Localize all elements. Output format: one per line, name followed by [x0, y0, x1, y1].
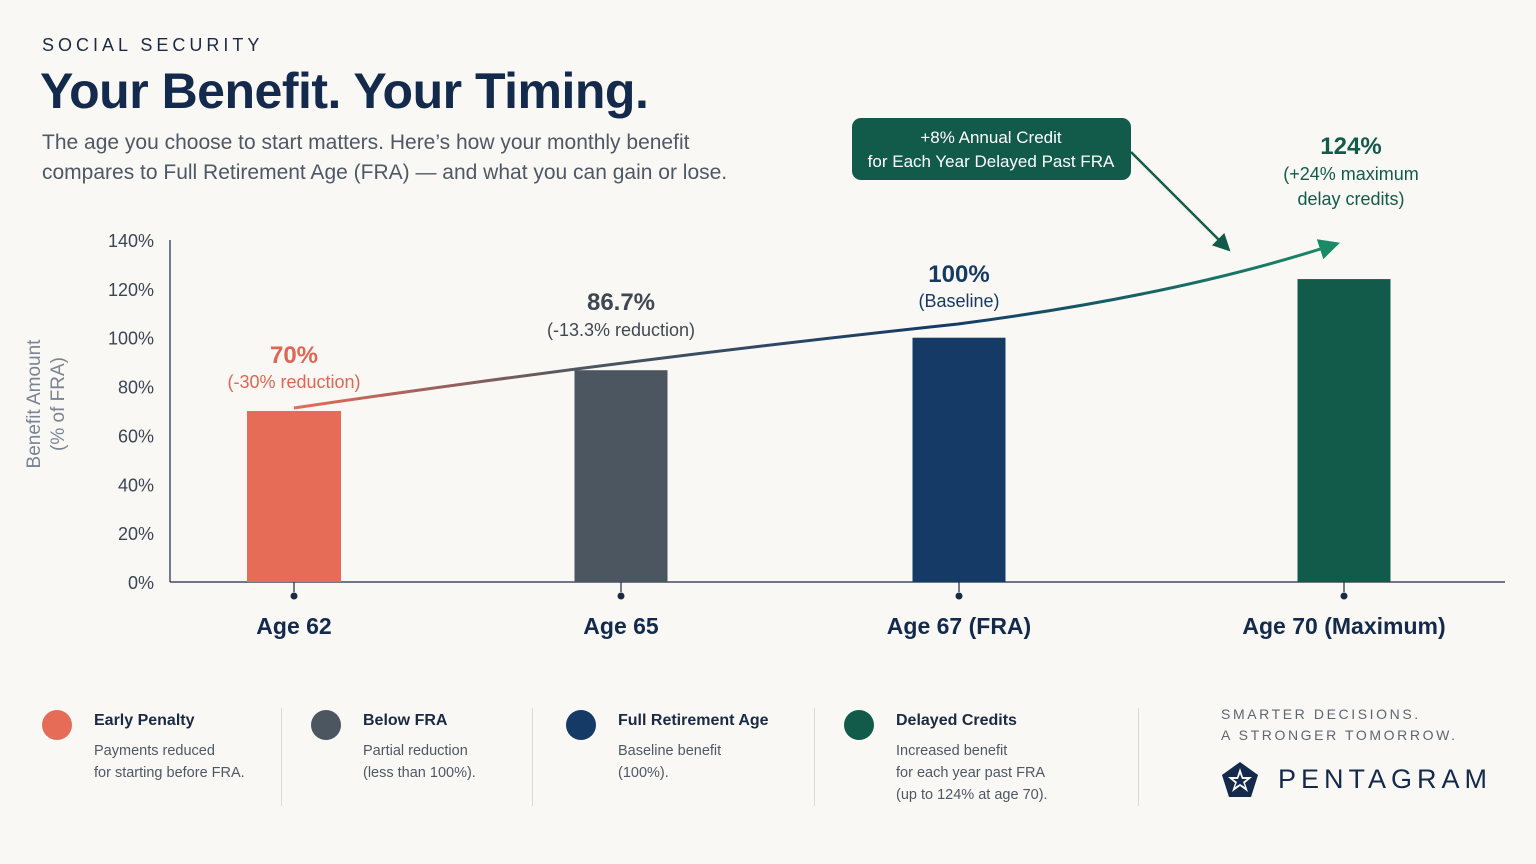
- y-tick-label: 60%: [118, 426, 154, 446]
- y-axis-title-line-2: (% of FRA): [48, 357, 69, 451]
- x-tick-label: Age 67 (FRA): [887, 613, 1031, 639]
- subtitle-line-2: compares to Full Retirement Age (FRA) — …: [42, 161, 728, 184]
- legend-dot-early-penalty: [42, 710, 72, 740]
- bar-age-65: [574, 370, 668, 582]
- data-label-note: (Baseline): [918, 291, 999, 311]
- legend-desc-line: Payments reduced: [94, 743, 215, 759]
- bars: [247, 279, 1391, 582]
- benefit-chart: Benefit Amount (% of FRA) 0% 20% 40% 60% 80%…: [24, 118, 1505, 639]
- x-tick-label: Age 70 (Maximum): [1242, 613, 1445, 639]
- y-tick-label: 80%: [118, 378, 154, 398]
- legend-desc-line: (100%).: [618, 765, 669, 781]
- bar-age-62: [247, 411, 341, 582]
- legend-description: Baseline benefit (100%).: [618, 740, 721, 784]
- legend-divider: [814, 708, 815, 806]
- legend-desc-line: (up to 124% at age 70).: [896, 787, 1048, 803]
- data-label-note: (+24% maximum: [1283, 164, 1419, 184]
- legend-title: Full Retirement Age: [618, 712, 769, 729]
- eyebrow: SOCIAL SECURITY: [42, 35, 264, 55]
- legend-title: Below FRA: [363, 712, 448, 729]
- tagline-line-2: A STRONGER TOMORROW.: [1221, 727, 1458, 743]
- legend-desc-line: for each year past FRA: [896, 765, 1046, 781]
- callout-line-2: for Each Year Delayed Past FRA: [868, 152, 1115, 171]
- data-label-note: delay credits): [1297, 189, 1404, 209]
- x-tick-dot: [1340, 592, 1348, 600]
- y-tick-label: 40%: [118, 475, 154, 495]
- data-label-note: (-30% reduction): [227, 372, 360, 392]
- data-label-note: (-13.3% reduction): [547, 320, 695, 340]
- y-tick-label: 120%: [108, 280, 154, 300]
- legend-divider: [1138, 708, 1139, 806]
- legend-divider: [532, 708, 533, 806]
- legend-title: Delayed Credits: [896, 712, 1017, 729]
- callout-arrow: [1130, 151, 1231, 252]
- annual-credit-callout: +8% Annual Credit for Each Year Delayed …: [852, 118, 1231, 252]
- legend-dot-full-retirement-age: [566, 710, 596, 740]
- data-labels: 70% (-30% reduction) 86.7% (-13.3% reductio…: [227, 133, 1418, 392]
- legend-desc-line: Partial reduction: [363, 743, 468, 759]
- legend-description: Increased benefit for each year past FRA…: [896, 740, 1048, 806]
- x-tick-dot: [290, 592, 298, 600]
- data-label-value: 70%: [270, 342, 318, 369]
- legend-desc-line: Increased benefit: [896, 743, 1008, 759]
- legend-desc-line: (less than 100%).: [363, 765, 476, 781]
- y-tick-label: 100%: [108, 329, 154, 349]
- legend-dot-delayed-credits: [844, 710, 874, 740]
- pentagram-star-icon: [1222, 762, 1258, 797]
- callout-box: [852, 118, 1131, 180]
- legend-desc-line: Baseline benefit: [618, 743, 722, 759]
- bar-age-70-maximum: [1297, 279, 1391, 582]
- y-axis-ticks: 0% 20% 40% 60% 80% 100% 120% 140%: [108, 231, 154, 593]
- data-label-value: 86.7%: [587, 289, 655, 316]
- legend-desc-line: for starting before FRA.: [94, 765, 245, 781]
- x-tick-dot: [617, 592, 625, 600]
- x-axis-ticks: Age 62 Age 65 Age 67 (FRA) Age 70 (Maximum): [256, 582, 1446, 639]
- callout-line-1: +8% Annual Credit: [920, 128, 1062, 147]
- x-tick-label: Age 65: [583, 613, 659, 639]
- x-tick-label: Age 62: [256, 613, 331, 639]
- y-tick-label: 20%: [118, 524, 154, 544]
- y-tick-label: 0%: [128, 573, 154, 593]
- tagline-line-1: SMARTER DECISIONS.: [1221, 706, 1421, 722]
- bar-age-67-fra: [912, 337, 1006, 582]
- data-label-value: 100%: [928, 261, 989, 288]
- legend-description: Partial reduction (less than 100%).: [363, 740, 476, 784]
- trend-curve: [293, 239, 1340, 410]
- y-axis-title-line-1: Benefit Amount: [24, 339, 45, 469]
- legend-divider: [281, 708, 282, 806]
- legend-description: Payments reduced for starting before FRA…: [94, 740, 245, 784]
- page-subtitle: The age you choose to start matters. Her…: [42, 128, 802, 188]
- brand-name: PENTAGRAM: [1278, 764, 1493, 794]
- legend-dot-below-fra: [311, 710, 341, 740]
- y-tick-label: 140%: [108, 231, 154, 251]
- legend: Early Penalty Payments reduced for start…: [0, 700, 1536, 810]
- page-title: Your Benefit. Your Timing.: [40, 63, 649, 119]
- data-label-value: 124%: [1320, 133, 1381, 160]
- y-axis-title: Benefit Amount (% of FRA): [24, 339, 69, 469]
- x-tick-dot: [955, 592, 963, 600]
- brand-tagline: SMARTER DECISIONS. A STRONGER TOMORROW.: [1221, 704, 1458, 746]
- legend-title: Early Penalty: [94, 712, 195, 729]
- subtitle-line-1: The age you choose to start matters. Her…: [42, 131, 690, 154]
